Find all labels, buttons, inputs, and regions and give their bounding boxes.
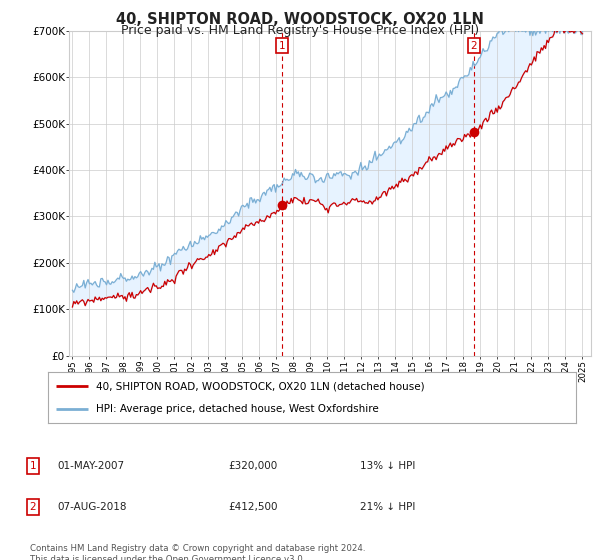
Text: £412,500: £412,500: [228, 502, 277, 512]
Text: HPI: Average price, detached house, West Oxfordshire: HPI: Average price, detached house, West…: [95, 404, 378, 414]
Text: 13% ↓ HPI: 13% ↓ HPI: [360, 461, 415, 471]
Text: 40, SHIPTON ROAD, WOODSTOCK, OX20 1LN: 40, SHIPTON ROAD, WOODSTOCK, OX20 1LN: [116, 12, 484, 27]
Text: 1: 1: [279, 40, 286, 50]
Text: Contains HM Land Registry data © Crown copyright and database right 2024.
This d: Contains HM Land Registry data © Crown c…: [30, 544, 365, 560]
Text: Price paid vs. HM Land Registry's House Price Index (HPI): Price paid vs. HM Land Registry's House …: [121, 24, 479, 37]
Text: 07-AUG-2018: 07-AUG-2018: [57, 502, 127, 512]
Text: 1: 1: [29, 461, 37, 471]
Text: 40, SHIPTON ROAD, WOODSTOCK, OX20 1LN (detached house): 40, SHIPTON ROAD, WOODSTOCK, OX20 1LN (d…: [95, 381, 424, 391]
Text: 2: 2: [470, 40, 477, 50]
Text: 2: 2: [29, 502, 37, 512]
Text: 21% ↓ HPI: 21% ↓ HPI: [360, 502, 415, 512]
Text: £320,000: £320,000: [228, 461, 277, 471]
Text: 01-MAY-2007: 01-MAY-2007: [57, 461, 124, 471]
